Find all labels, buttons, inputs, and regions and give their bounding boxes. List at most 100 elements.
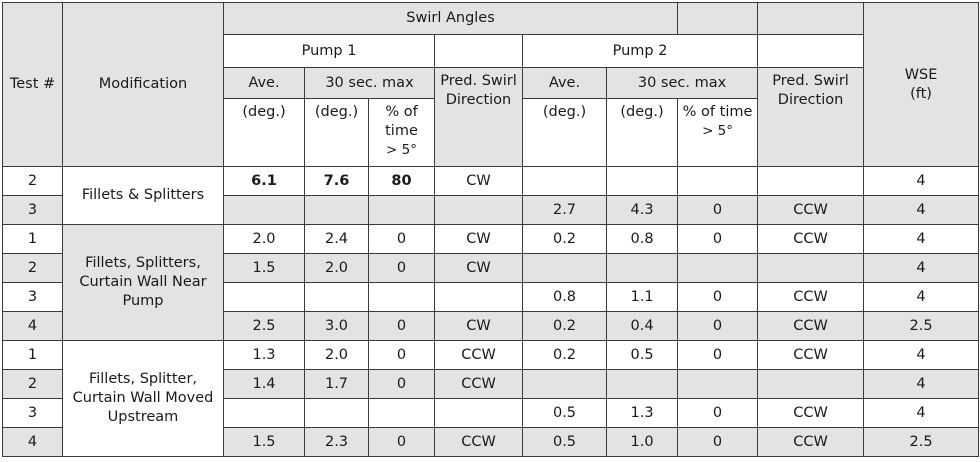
cell-p1-pct: 0 [368, 311, 435, 341]
cell-p2-dir: CCW [757, 195, 865, 225]
cell-p2-pct [677, 369, 759, 399]
cell-p1-pct [368, 282, 435, 312]
cell-p2-ave: 0.8 [522, 282, 607, 312]
cell-p1-ave: 1.5 [223, 427, 305, 457]
header-pump2-max30: 30 sec. max [605, 67, 759, 99]
cell-p2-dir [757, 253, 865, 283]
cell-p2-max: 0.4 [605, 311, 679, 341]
table-row: 3 2.7 4.3 0 CCW 4 [2, 195, 980, 225]
header-wse-label: WSE [904, 66, 938, 83]
cell-p1-pct [368, 398, 435, 428]
cell-p2-ave: 2.7 [522, 195, 607, 225]
cell-p2-ave [522, 369, 607, 399]
header-pump2-ave: Ave. [522, 67, 607, 99]
cell-p1-dir: CCW [434, 340, 523, 370]
cell-p2-pct: 0 [677, 340, 759, 370]
header-pump1-pred-swirl: Pred. Swirl Direction [434, 67, 523, 167]
table-row: 2 Fillets & Splitters 6.1 7.6 80 CW 4 [2, 166, 980, 225]
cell-p1-max: 3.0 [304, 311, 369, 341]
header-pump2-max-unit: (deg.) [605, 98, 679, 167]
cell-wse: 2.5 [863, 427, 980, 457]
cell-p2-ave: 0.2 [522, 224, 607, 254]
cell-p1-pct: 0 [368, 340, 435, 370]
header-blank-cell [757, 2, 865, 35]
header-pump1-max-unit: (deg.) [304, 98, 369, 167]
cell-wse: 4 [863, 224, 980, 254]
header-pump2: Pump 2 [521, 34, 759, 68]
cell-p1-dir: CCW [434, 427, 523, 457]
cell-p1-ave: 1.3 [223, 340, 305, 370]
cell-p2-pct: 0 [677, 282, 759, 312]
cell-test: 3 [2, 195, 63, 225]
header-blank-cell [757, 34, 865, 68]
cell-p1-ave: 1.4 [223, 369, 305, 399]
cell-p2-ave [522, 253, 607, 283]
cell-p2-dir: CCW [757, 224, 865, 254]
cell-p1-ave: 6.1 [223, 166, 305, 196]
cell-p2-max: 1.0 [605, 427, 679, 457]
cell-wse: 4 [863, 253, 980, 283]
cell-p1-dir [434, 282, 523, 312]
cell-wse: 4 [863, 166, 980, 196]
header-modification: Modification [62, 2, 224, 167]
cell-p2-ave: 0.5 [522, 398, 607, 428]
cell-p2-pct: 0 [677, 427, 759, 457]
cell-test: 2 [2, 253, 63, 283]
cell-p2-ave: 0.2 [522, 340, 607, 370]
cell-p1-max [304, 398, 369, 428]
cell-test: 4 [2, 427, 63, 457]
cell-wse: 2.5 [863, 311, 980, 341]
table-row: 1 Fillets, Splitters, Curtain Wall Near … [2, 224, 980, 341]
cell-test: 3 [2, 398, 63, 428]
cell-modification: Fillets & Splitters [62, 166, 224, 225]
cell-p2-dir [757, 369, 865, 399]
cell-p1-dir: CW [434, 253, 523, 283]
cell-p2-pct: 0 [677, 195, 759, 225]
header-pump1-max30: 30 sec. max [304, 67, 435, 99]
cell-wse: 4 [863, 282, 980, 312]
cell-p2-max [605, 166, 679, 196]
cell-p1-max: 2.0 [304, 253, 369, 283]
cell-p2-max: 0.5 [605, 340, 679, 370]
cell-wse: 4 [863, 398, 980, 428]
cell-test: 1 [2, 340, 63, 370]
header-wse: WSE (ft) [863, 2, 980, 167]
cell-p1-pct: 0 [368, 427, 435, 457]
header-swirl-angles: Swirl Angles [222, 2, 679, 35]
cell-p2-ave [522, 166, 607, 196]
header-pump1: Pump 1 [223, 34, 435, 68]
cell-p2-dir: CCW [757, 427, 865, 457]
cell-modification: Fillets, Splitters, Curtain Wall Near Pu… [62, 224, 224, 341]
cell-p1-ave [223, 398, 305, 428]
header-pump1-ave: Ave. [223, 67, 305, 99]
cell-p2-pct: 0 [677, 311, 759, 341]
cell-test: 4 [2, 311, 63, 341]
gt5-label: > 5° [386, 142, 417, 158]
cell-p2-max [605, 253, 679, 283]
cell-p2-dir: CCW [757, 398, 865, 428]
cell-p1-dir: CW [434, 224, 523, 254]
cell-p2-pct [677, 166, 759, 196]
pct-time-label: % of time [682, 104, 753, 120]
gt5-label: > 5° [702, 123, 734, 139]
cell-wse: 4 [863, 195, 980, 225]
cell-p2-max [605, 369, 679, 399]
cell-p2-max: 4.3 [605, 195, 679, 225]
cell-p2-dir [757, 166, 865, 196]
cell-p2-pct: 0 [677, 398, 759, 428]
header-pump1-ave-unit: (deg.) [223, 98, 305, 167]
cell-p1-max: 7.6 [304, 166, 369, 196]
cell-p1-ave: 2.5 [223, 311, 305, 341]
header-pump2-pred-swirl: Pred. Swirl Direction [757, 67, 865, 167]
cell-p1-max: 2.3 [304, 427, 369, 457]
cell-p1-dir: CCW [434, 369, 523, 399]
pct-time-label: % of time [385, 104, 418, 139]
cell-p2-ave: 0.2 [522, 311, 607, 341]
cell-p1-dir [434, 398, 523, 428]
cell-p1-max [304, 282, 369, 312]
cell-p1-dir [434, 195, 523, 225]
cell-p1-pct [368, 195, 435, 225]
cell-p1-max: 2.4 [304, 224, 369, 254]
cell-test: 2 [2, 369, 63, 399]
